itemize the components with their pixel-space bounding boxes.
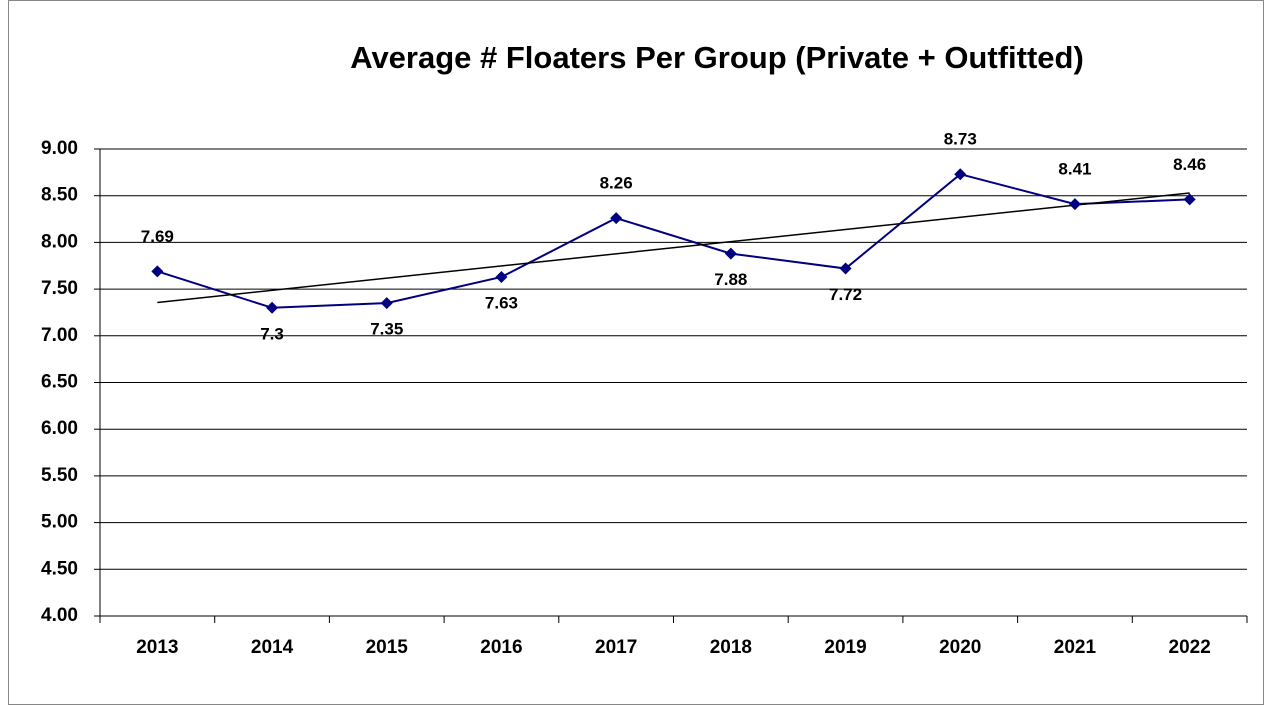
data-label: 8.46 — [1173, 155, 1206, 174]
marker — [1068, 198, 1081, 211]
data-label: 8.26 — [600, 174, 633, 193]
x-tick-label: 2015 — [366, 637, 409, 658]
x-tick-label: 2021 — [1054, 637, 1097, 658]
x-tick-label: 2020 — [939, 637, 981, 658]
y-tick-label: 4.50 — [41, 558, 78, 579]
x-tick-label: 2022 — [1169, 637, 1211, 658]
data-label: 7.3 — [260, 324, 284, 343]
series-line — [157, 173, 1190, 309]
y-tick-label: 5.50 — [41, 465, 78, 486]
data-label: 7.69 — [141, 227, 174, 246]
y-tick-label: 4.00 — [41, 605, 78, 626]
y-tick-label: 8.50 — [41, 185, 78, 206]
chart-title: Average # Floaters Per Group (Private + … — [350, 40, 1084, 75]
trendline — [157, 192, 1190, 304]
x-tick-label: 2019 — [824, 637, 866, 658]
y-tick-label: 9.00 — [41, 138, 78, 159]
x-tick-label: 2013 — [136, 637, 178, 658]
chart-frame — [8, 0, 1264, 705]
y-tick-label: 6.50 — [41, 372, 78, 393]
y-tick-label: 6.00 — [41, 418, 78, 439]
x-tick-label: 2017 — [595, 637, 637, 658]
y-tick-label: 7.00 — [41, 325, 78, 346]
marker — [380, 297, 393, 310]
x-tick-label: 2016 — [480, 637, 522, 658]
marker — [839, 262, 852, 275]
x-tick-label: 2018 — [710, 637, 752, 658]
marker — [954, 168, 967, 181]
data-label: 7.88 — [714, 270, 747, 289]
data-label: 8.73 — [944, 130, 977, 149]
y-tick-label: 5.00 — [41, 512, 78, 533]
x-tick-label: 2014 — [251, 637, 294, 658]
marker — [1183, 193, 1196, 206]
data-label: 7.72 — [829, 285, 862, 304]
marker — [266, 301, 279, 314]
data-label: 7.35 — [370, 320, 403, 339]
data-label: 8.41 — [1058, 160, 1091, 179]
data-label: 7.63 — [485, 293, 518, 312]
marker — [151, 265, 164, 278]
y-tick-label: 8.00 — [41, 231, 78, 252]
marker — [610, 212, 623, 225]
marker — [724, 247, 737, 260]
y-tick-label: 7.50 — [41, 278, 78, 299]
marker — [495, 270, 508, 283]
